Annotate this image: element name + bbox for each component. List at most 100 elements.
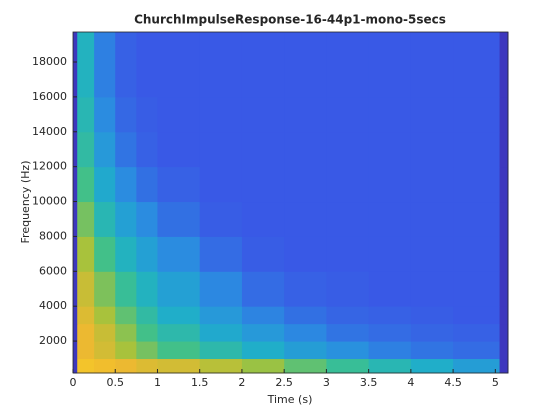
- heat-cell: [284, 323, 327, 342]
- heat-cell: [94, 341, 116, 360]
- heat-cell: [94, 96, 116, 133]
- heat-cell: [77, 96, 95, 133]
- y-tick-label: 8000: [39, 229, 67, 242]
- heat-cell: [241, 32, 285, 98]
- y-tick-label: 14000: [32, 125, 67, 138]
- heat-cell: [453, 32, 501, 98]
- heat-cell: [94, 236, 116, 272]
- heat-cell: [368, 131, 412, 168]
- heat-cell: [326, 358, 370, 374]
- x-tick-label: 0.5: [106, 376, 124, 389]
- heat-cell: [368, 323, 412, 342]
- heat-cell: [453, 166, 501, 203]
- heat-cell: [326, 306, 370, 325]
- heat-cell: [115, 201, 137, 237]
- heat-cell: [241, 341, 285, 360]
- heat-cell: [115, 96, 137, 133]
- heat-cell: [368, 166, 412, 203]
- heat-cell: [499, 271, 509, 307]
- heat-cell: [241, 306, 285, 325]
- y-tick-label: 18000: [32, 55, 67, 68]
- x-tick-label: 5: [492, 376, 499, 389]
- heat-cell: [73, 271, 78, 307]
- heat-cell: [94, 271, 116, 307]
- heat-cell: [368, 32, 412, 98]
- heat-cell: [284, 271, 327, 307]
- heat-cell: [368, 201, 412, 237]
- x-tick-label: 3: [323, 376, 330, 389]
- heat-cell: [115, 306, 137, 325]
- heat-cell: [157, 96, 201, 133]
- heat-cell: [77, 323, 95, 342]
- heat-cell: [199, 236, 243, 272]
- heat-cell: [453, 323, 501, 342]
- heat-cell: [73, 358, 78, 374]
- y-tick-label: 12000: [32, 160, 67, 173]
- heat-cell: [77, 166, 95, 203]
- heat-cell: [115, 323, 137, 342]
- heat-cell: [199, 358, 243, 374]
- y-axis-label: Frequency (Hz): [19, 161, 32, 244]
- heat-cell: [410, 323, 454, 342]
- heat-cell: [136, 341, 158, 360]
- x-tick-label: 1: [154, 376, 161, 389]
- heat-cell: [77, 32, 95, 98]
- heat-cell: [94, 131, 116, 168]
- heat-cell: [199, 32, 243, 98]
- heat-cell: [326, 271, 370, 307]
- heat-cell: [499, 323, 509, 342]
- heat-cell: [73, 236, 78, 272]
- heat-cell: [136, 236, 158, 272]
- heat-cell: [410, 358, 454, 374]
- heat-cell: [326, 32, 370, 98]
- heat-cell: [115, 358, 137, 374]
- heat-cell: [94, 323, 116, 342]
- heat-cell: [199, 96, 243, 133]
- heat-cell: [136, 306, 158, 325]
- heat-cell: [73, 131, 78, 168]
- heat-cell: [410, 96, 454, 133]
- heat-cell: [136, 166, 158, 203]
- heat-cell: [284, 341, 327, 360]
- heat-cell: [499, 131, 509, 168]
- heat-cell: [241, 201, 285, 237]
- y-tick-label: 6000: [39, 264, 67, 277]
- heat-cell: [326, 166, 370, 203]
- heat-cell: [73, 32, 78, 98]
- heat-cell: [199, 201, 243, 237]
- y-tick-label: 10000: [32, 195, 67, 208]
- heat-cell: [157, 271, 201, 307]
- x-tick-label: 2: [238, 376, 245, 389]
- y-tick-label: 4000: [39, 299, 67, 312]
- heat-cell: [368, 236, 412, 272]
- heat-cell: [368, 358, 412, 374]
- heat-cell: [284, 32, 327, 98]
- heat-cell: [410, 201, 454, 237]
- heat-cell: [136, 32, 158, 98]
- heat-cell: [94, 166, 116, 203]
- heat-cell: [115, 131, 137, 168]
- heat-cell: [284, 201, 327, 237]
- heat-cell: [368, 271, 412, 307]
- plot-frame: [72, 31, 509, 374]
- heat-cell: [499, 306, 509, 325]
- heat-cell: [284, 166, 327, 203]
- heat-cell: [199, 323, 243, 342]
- heat-cell: [77, 358, 95, 374]
- heat-cell: [73, 166, 78, 203]
- heat-cell: [77, 131, 95, 168]
- heat-cell: [410, 271, 454, 307]
- x-tick-label: 4.5: [444, 376, 462, 389]
- heat-cell: [284, 131, 327, 168]
- heat-cell: [115, 236, 137, 272]
- heat-cell: [453, 306, 501, 325]
- heat-cell: [326, 96, 370, 133]
- heat-cell: [136, 323, 158, 342]
- heat-cell: [368, 96, 412, 133]
- heat-cell: [410, 166, 454, 203]
- heat-cell: [499, 32, 509, 98]
- heat-cell: [284, 358, 327, 374]
- heat-cell: [368, 306, 412, 325]
- heat-cell: [94, 32, 116, 98]
- heat-cell: [199, 306, 243, 325]
